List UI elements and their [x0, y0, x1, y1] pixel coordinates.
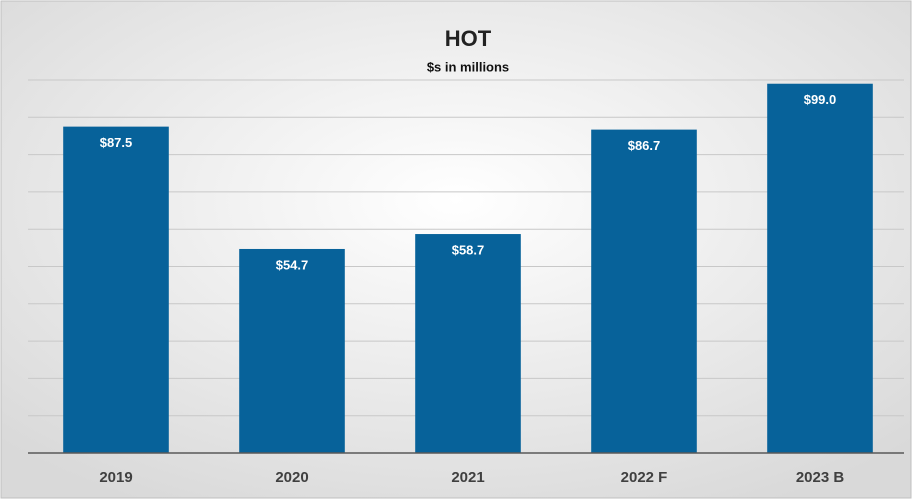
data-label: $99.0 [804, 92, 837, 107]
chart-subtitle: $s in millions [427, 59, 509, 74]
bar [63, 126, 169, 453]
data-label: $87.5 [100, 135, 133, 150]
chart-title: HOT [445, 26, 492, 51]
data-label: $86.7 [628, 138, 661, 153]
x-tick-label: 2022 F [621, 469, 668, 486]
x-tick-label: 2019 [99, 469, 132, 486]
bar [767, 83, 873, 453]
x-tick-label: 2023 B [796, 469, 845, 486]
x-tick-label: 2020 [275, 469, 308, 486]
bar [239, 248, 345, 453]
data-label: $58.7 [452, 242, 485, 257]
x-tick-label: 2021 [451, 469, 484, 486]
bar [591, 129, 697, 453]
bar [415, 234, 521, 453]
data-label: $54.7 [276, 257, 309, 272]
